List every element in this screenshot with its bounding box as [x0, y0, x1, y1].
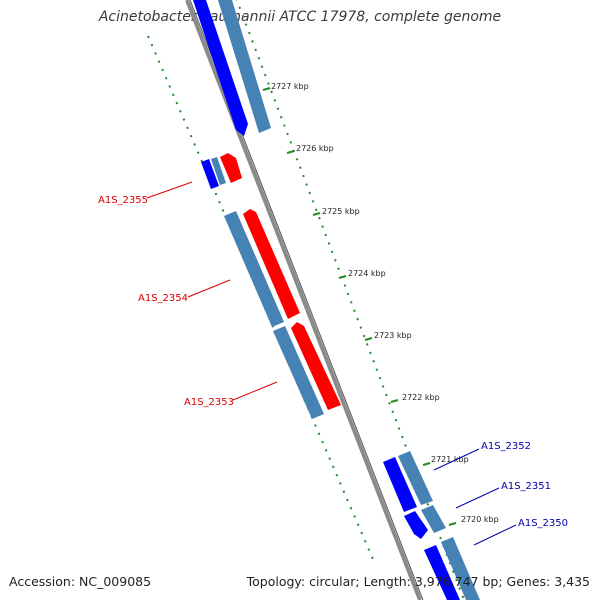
reverse-features [201, 153, 341, 419]
tick-label-2722: 2722 kbp [402, 393, 440, 402]
forward-cds-2351[interactable] [404, 511, 428, 539]
gene-label-a1s-2354[interactable]: A1S_2354 [138, 293, 188, 304]
forward-gene-2350[interactable] [441, 537, 480, 600]
reverse-cds-2354[interactable] [243, 209, 300, 319]
forward-features [193, 0, 480, 600]
ruler: 2727 kbp 2726 kbp 2725 kbp 2724 kbp 2723… [262, 82, 499, 526]
dotted-tick-track-inner [147, 35, 376, 565]
dotted-tick-track-outer [235, 0, 465, 600]
forward-gene-2351[interactable] [421, 505, 446, 533]
forward-cds-2352[interactable] [383, 457, 417, 512]
reverse-cds-2355a[interactable] [201, 159, 219, 189]
tick-label-2726: 2726 kbp [296, 144, 334, 153]
tick-label-2723: 2723 kbp [374, 331, 412, 340]
tick-label-2721: 2721 kbp [431, 455, 469, 464]
reverse-gene-2353[interactable] [273, 326, 324, 419]
topology-label: Topology: circular; Length: 3,976,747 bp… [246, 574, 590, 589]
reverse-gene-2355[interactable] [211, 157, 226, 185]
reverse-cds-2355[interactable] [220, 153, 242, 183]
accession-label: Accession: NC_009085 [9, 574, 152, 589]
gene-label-a1s-2352[interactable]: A1S_2352 [481, 441, 531, 452]
gene-labels: A1S_2355 A1S_2354 A1S_2353 A1S_2352 A1S_… [98, 181, 568, 546]
tick-label-2725: 2725 kbp [322, 207, 360, 216]
forward-gene[interactable] [218, 0, 271, 133]
tick-label-2724: 2724 kbp [348, 269, 386, 278]
forward-gene-2352[interactable] [398, 451, 433, 505]
forward-cds[interactable] [193, 0, 248, 136]
gene-label-a1s-2351[interactable]: A1S_2351 [501, 481, 551, 492]
gene-label-a1s-2350[interactable]: A1S_2350 [518, 518, 568, 529]
gene-label-a1s-2353[interactable]: A1S_2353 [184, 397, 234, 408]
gene-label-a1s-2355[interactable]: A1S_2355 [98, 195, 148, 206]
tick-label-2727: 2727 kbp [271, 82, 309, 91]
tick-label-2720: 2720 kbp [461, 515, 499, 524]
forward-cds-2350[interactable] [424, 545, 460, 600]
reverse-cds-2353[interactable] [291, 322, 341, 410]
reverse-gene-2354[interactable] [224, 211, 284, 327]
